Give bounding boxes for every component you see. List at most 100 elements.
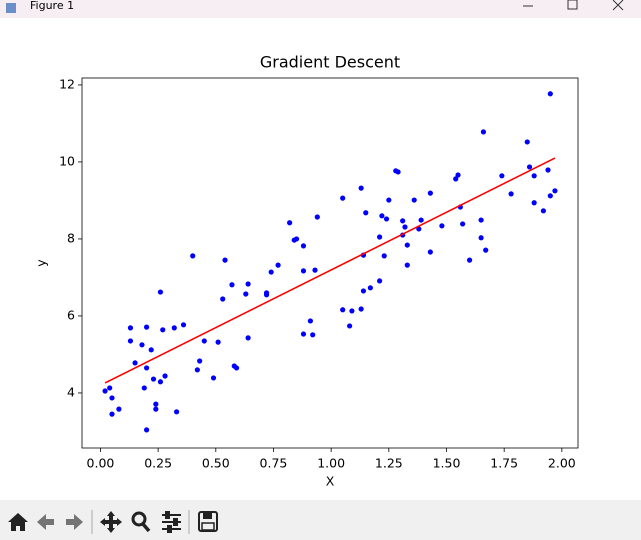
scatter-point [143,427,150,433]
y-tick-label: 8 [67,230,75,245]
maximize-button[interactable] [567,0,578,10]
scatter-point [268,269,274,275]
scatter-point [349,308,355,314]
app-icon [6,3,16,13]
scatter-point [215,339,221,345]
scatter-point [466,257,473,263]
zoom-button[interactable] [131,511,151,533]
scatter-point [197,358,203,364]
toolbar [0,500,641,540]
scatter-point [157,289,164,295]
scatter-point [310,332,316,338]
scatter-point [395,169,401,175]
scatter-point [508,191,514,197]
scatter-point [540,208,546,214]
configure-button[interactable] [162,511,181,533]
scatter-point [360,288,367,294]
scatter-point [300,243,307,249]
x-tick-label: 0.50 [202,456,230,471]
save-button[interactable] [198,511,218,532]
window-title: Figure 1 [30,0,74,12]
scatter-point [478,235,484,241]
scatter-point [153,406,159,412]
x-tick-label: 0.00 [87,456,115,471]
scatter-point [171,325,177,331]
scatter-point [245,335,251,341]
home-button[interactable] [8,513,28,531]
scatter-point [386,197,392,203]
scatter-point [109,411,115,417]
y-tick-label: 12 [59,76,75,91]
scatter-point [340,195,346,201]
scatter-point [160,327,166,333]
scatter-point [367,285,373,291]
x-tick-label: 0.25 [144,456,172,471]
scatter-point [220,296,226,302]
scatter-point [363,210,369,216]
scatter-point [381,253,387,259]
scatter-point [483,247,489,253]
scatter-point [109,395,115,401]
scatter-point [162,373,168,379]
scatter-point [222,257,228,263]
scatter-point [404,242,410,248]
scatter-point [358,185,364,191]
scatter-point [552,188,558,194]
scatter-point [377,234,383,240]
scatter-point [107,385,113,391]
scatter-point [180,322,187,328]
y-axis-label: y [34,259,49,267]
scatter-point [379,213,385,219]
scatter-point [547,193,553,199]
scatter-point [263,292,270,298]
scatter-point [460,221,466,227]
scatter-point [233,365,240,371]
close-button[interactable] [612,0,624,11]
scatter-point [383,216,390,222]
scatter-point [524,139,530,145]
scatter-point [531,200,537,206]
scatter-point [439,223,445,229]
y-tick-label: 4 [67,384,75,399]
scatter-point [275,262,281,268]
scatter-point [307,318,313,324]
forward-button[interactable] [66,514,83,530]
scatter-point [427,190,433,196]
scatter-point [102,388,108,394]
scatter-point [148,347,154,353]
scatter-point [547,91,553,97]
scatter-point [116,406,122,412]
scatter-point [404,262,410,268]
scatter-point [127,325,134,331]
x-tick-label: 1.50 [433,456,461,471]
scatter-point [150,376,157,382]
scatter-point [455,172,461,178]
scatter-point [143,324,150,330]
scatter-point [229,282,235,288]
scatter-point [143,365,150,371]
x-tick-label: 1.00 [317,456,345,471]
scatter-point [300,331,307,337]
x-tick-label: 0.75 [260,456,288,471]
y-tick-label: 6 [67,307,75,322]
scatter-point [127,338,134,344]
scatter-point [243,291,249,297]
scatter-point [245,281,251,287]
scatter-point [173,409,180,415]
scatter-point [287,220,293,226]
scatter-point [340,307,346,313]
scatter-point [418,217,424,223]
title-bar [0,0,641,18]
back-button[interactable] [37,514,54,530]
scatter-point [478,217,484,223]
scatter-point [201,338,207,344]
scatter-point [480,129,487,135]
scatter-point [153,401,159,407]
scatter-point [314,214,320,220]
scatter-point [194,367,200,373]
pan-button[interactable] [100,511,122,533]
scatter-point [427,249,433,255]
scatter-point [499,173,505,179]
scatter-point [139,342,145,348]
